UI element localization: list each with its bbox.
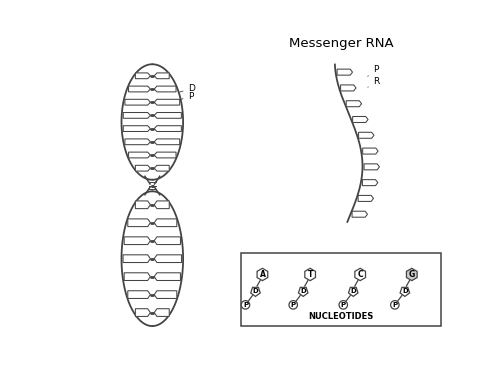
Polygon shape xyxy=(123,255,150,262)
Polygon shape xyxy=(154,237,180,244)
Text: D: D xyxy=(300,288,306,294)
Polygon shape xyxy=(125,139,150,145)
Polygon shape xyxy=(154,139,180,145)
Polygon shape xyxy=(136,309,150,316)
Polygon shape xyxy=(406,268,417,280)
Circle shape xyxy=(339,301,347,309)
Text: D: D xyxy=(402,288,407,294)
Text: G: G xyxy=(408,270,415,279)
Polygon shape xyxy=(128,152,150,158)
Circle shape xyxy=(289,301,298,309)
Polygon shape xyxy=(154,165,169,171)
Text: D: D xyxy=(252,288,258,294)
Polygon shape xyxy=(128,219,150,226)
Polygon shape xyxy=(362,180,378,186)
Text: P: P xyxy=(180,92,194,101)
Polygon shape xyxy=(298,287,308,296)
Polygon shape xyxy=(337,69,352,75)
Text: D: D xyxy=(180,84,196,93)
Polygon shape xyxy=(352,211,368,217)
Polygon shape xyxy=(358,195,374,201)
Polygon shape xyxy=(125,99,150,105)
Text: P: P xyxy=(290,302,296,308)
Polygon shape xyxy=(154,99,180,105)
Polygon shape xyxy=(136,165,150,171)
Text: R: R xyxy=(368,76,380,87)
Text: P: P xyxy=(392,302,398,308)
FancyBboxPatch shape xyxy=(241,253,441,326)
Text: P: P xyxy=(243,302,248,308)
Polygon shape xyxy=(154,291,177,298)
Polygon shape xyxy=(123,126,150,132)
Text: A: A xyxy=(260,270,266,279)
Text: NUCLEOTIDES: NUCLEOTIDES xyxy=(308,312,374,321)
Polygon shape xyxy=(346,101,362,107)
Circle shape xyxy=(241,301,250,309)
Polygon shape xyxy=(348,287,358,296)
Text: T: T xyxy=(308,270,313,279)
Polygon shape xyxy=(136,201,150,208)
Polygon shape xyxy=(362,148,378,154)
Polygon shape xyxy=(124,237,150,244)
Polygon shape xyxy=(154,255,182,262)
Polygon shape xyxy=(154,309,169,316)
Polygon shape xyxy=(154,112,182,118)
Polygon shape xyxy=(364,164,380,170)
Polygon shape xyxy=(154,152,176,158)
Text: D: D xyxy=(350,288,356,294)
Text: P: P xyxy=(368,65,378,76)
Polygon shape xyxy=(154,86,176,92)
Polygon shape xyxy=(340,85,356,91)
Polygon shape xyxy=(154,273,180,280)
Polygon shape xyxy=(154,219,177,226)
Polygon shape xyxy=(257,268,268,280)
Polygon shape xyxy=(250,287,260,296)
Polygon shape xyxy=(128,291,150,298)
Polygon shape xyxy=(355,268,366,280)
Polygon shape xyxy=(154,73,169,79)
Polygon shape xyxy=(136,73,150,79)
Polygon shape xyxy=(154,201,169,208)
Polygon shape xyxy=(124,273,150,280)
Polygon shape xyxy=(154,126,182,132)
Polygon shape xyxy=(352,117,368,123)
Polygon shape xyxy=(305,268,316,280)
Text: P: P xyxy=(340,302,346,308)
Polygon shape xyxy=(358,132,374,138)
Text: Messenger RNA: Messenger RNA xyxy=(288,38,394,50)
Polygon shape xyxy=(128,86,150,92)
Circle shape xyxy=(390,301,399,309)
Polygon shape xyxy=(400,287,409,296)
Polygon shape xyxy=(123,112,150,118)
Text: C: C xyxy=(358,270,363,279)
